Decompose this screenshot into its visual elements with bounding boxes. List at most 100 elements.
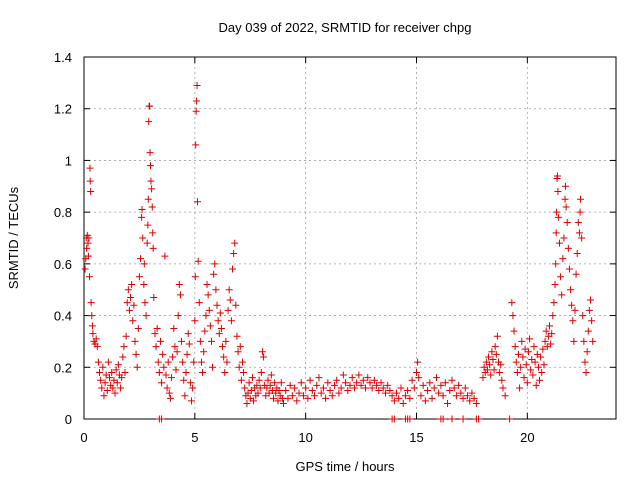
data-point: [206, 322, 214, 330]
data-point: [295, 389, 303, 397]
data-point: [517, 363, 525, 371]
data-point: [406, 415, 414, 423]
data-point: [185, 340, 193, 348]
data-point: [105, 374, 113, 382]
data-point: [199, 368, 207, 376]
data-point: [238, 358, 246, 366]
data-point: [404, 387, 412, 395]
data-point: [583, 348, 591, 356]
data-point: [319, 384, 327, 392]
data-point: [149, 244, 157, 252]
data-point: [306, 376, 314, 384]
data-point: [86, 273, 94, 281]
data-point: [118, 374, 126, 382]
data-point: [463, 392, 471, 400]
data-point: [573, 250, 581, 258]
data-point: [457, 389, 465, 397]
data-point: [92, 335, 100, 343]
data-point: [275, 387, 283, 395]
data-point: [448, 376, 456, 384]
data-point: [311, 392, 319, 400]
data-point: [207, 337, 215, 345]
data-point: [384, 381, 392, 389]
data-point: [491, 343, 499, 351]
data-point: [98, 384, 106, 392]
data-point: [140, 260, 148, 268]
data-point: [344, 387, 352, 395]
chart-title: Day 039 of 2022, SRMTID for receiver chp…: [219, 20, 472, 35]
data-point: [137, 255, 145, 263]
data-point: [234, 348, 242, 356]
data-point: [144, 195, 152, 203]
data-point: [555, 239, 563, 247]
data-point: [559, 255, 567, 263]
data-point: [587, 296, 595, 304]
data-point: [87, 187, 95, 195]
data-point: [424, 387, 432, 395]
y-tick-label: 1.2: [54, 102, 72, 117]
data-point: [212, 286, 220, 294]
data-points: [81, 81, 597, 423]
data-point: [241, 384, 249, 392]
data-point: [227, 317, 235, 325]
data-point: [104, 358, 112, 366]
data-point: [174, 312, 182, 320]
data-point: [446, 387, 454, 395]
data-point: [414, 358, 422, 366]
data-point: [96, 368, 104, 376]
data-point: [582, 368, 590, 376]
data-point: [166, 394, 174, 402]
data-point: [127, 293, 135, 301]
data-point: [485, 353, 493, 361]
data-point: [406, 394, 414, 402]
y-tick-label: 1.4: [54, 50, 72, 65]
data-point: [377, 379, 385, 387]
data-point: [529, 371, 537, 379]
data-point: [111, 389, 119, 397]
data-point: [497, 361, 505, 369]
data-point: [214, 317, 222, 325]
data-point: [147, 162, 154, 170]
data-point: [419, 381, 427, 389]
data-point: [270, 394, 278, 402]
data-point: [511, 343, 519, 351]
data-point: [317, 389, 325, 397]
data-point: [508, 299, 516, 307]
data-point: [432, 374, 440, 382]
data-point: [589, 337, 597, 345]
data-point: [530, 343, 538, 351]
data-point: [192, 141, 200, 149]
data-point: [333, 376, 341, 384]
y-tick-label: 0.6: [54, 257, 72, 272]
data-point: [243, 399, 251, 407]
data-point: [222, 337, 230, 345]
data-point: [135, 273, 143, 281]
data-point: [170, 325, 178, 332]
data-point: [578, 234, 586, 242]
data-point: [364, 374, 372, 382]
data-point: [147, 177, 155, 185]
data-point: [348, 374, 356, 382]
data-point: [223, 358, 231, 366]
data-point: [302, 384, 310, 392]
data-point: [176, 291, 184, 299]
data-point: [161, 252, 169, 260]
data-point: [561, 195, 569, 203]
data-point: [128, 281, 136, 289]
data-point: [192, 107, 200, 115]
data-point: [472, 399, 480, 407]
data-point: [150, 293, 158, 301]
data-point: [514, 350, 522, 358]
data-point: [210, 270, 218, 278]
data-point: [204, 291, 212, 299]
data-point: [370, 376, 378, 384]
data-point: [216, 309, 224, 317]
data-point: [553, 172, 561, 180]
data-point: [328, 392, 336, 400]
data-point: [93, 343, 101, 351]
data-point: [408, 376, 416, 384]
data-point: [84, 239, 92, 247]
x-tick-label: 5: [191, 430, 198, 445]
data-point: [399, 399, 407, 407]
data-point: [138, 213, 146, 221]
